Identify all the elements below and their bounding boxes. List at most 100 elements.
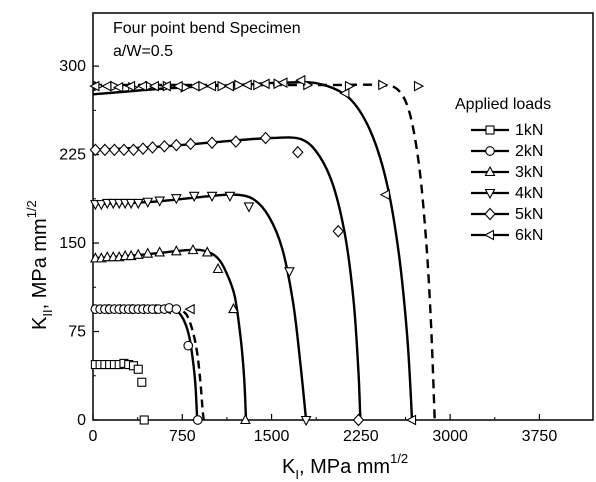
y-tick-label: 75	[68, 324, 86, 341]
annotation-specimen: Four point bend Specimen	[113, 20, 301, 37]
data-point-4kN	[243, 202, 255, 213]
data-point-1kN	[137, 377, 147, 387]
curves	[92, 80, 436, 421]
y-axis-main: K	[29, 316, 51, 330]
data-point-1kN	[133, 364, 143, 374]
data-point-1kN	[139, 415, 149, 425]
legend-marker-4kN	[484, 188, 496, 200]
data-point-4kN	[188, 191, 200, 203]
data-point-triangle-right	[217, 80, 228, 92]
legend-marker-6kN	[483, 229, 495, 241]
axis-ticks: 0 750 1500 2250 3000 3750 0 75 150 225 300	[59, 58, 557, 445]
legend-title: Applied loads	[455, 96, 551, 113]
data-point-4kN	[154, 196, 166, 207]
data-point-4kN	[170, 194, 182, 205]
data-point-triangle-right	[234, 79, 245, 91]
data-point-3kN	[170, 245, 182, 256]
data-point-3kN	[132, 248, 144, 259]
data-point-6kN	[205, 80, 217, 92]
data-point-4kN	[206, 191, 218, 203]
data-point-2kN	[171, 304, 182, 314]
x-axis-sup: 1/2	[390, 451, 408, 466]
data-point-6kN	[223, 80, 234, 92]
data-point-triangle-right	[253, 79, 264, 91]
data-point-6kN	[136, 80, 148, 92]
data-point-3kN	[212, 262, 224, 274]
data-point-triangle-right	[303, 79, 314, 91]
legend-label-1kN: 1kN	[515, 122, 543, 139]
fit-curve-5kN	[92, 136, 362, 421]
data-point-6kN	[89, 80, 100, 92]
data-point-5kN	[137, 142, 149, 155]
data-point-4kN	[95, 200, 107, 211]
data-point-5kN	[170, 138, 183, 152]
legend-marker-5kN	[484, 207, 496, 221]
data-point-3kN	[201, 246, 213, 257]
dashed-curve-6kN	[93, 83, 436, 421]
data-point-5kN	[146, 141, 159, 154]
data-point-3kN	[228, 302, 239, 314]
y-tick-label: 300	[59, 58, 86, 75]
data-point-4kN	[132, 198, 144, 210]
legend-label-5kN: 5kN	[515, 206, 543, 223]
data-point-5kN	[118, 143, 130, 157]
y-axis-title: KII, MPa mm1/2	[24, 200, 55, 330]
y-tick-label: 225	[59, 147, 86, 164]
data-point-triangle-right	[378, 79, 389, 91]
data-point-2kN	[183, 340, 194, 351]
data-point-5kN	[352, 413, 365, 427]
legend: Applied loads 1kN 2kN 3kN 4kN 5kN 6kN	[455, 96, 551, 244]
x-axis-title: KI, MPa mm1/2	[282, 451, 408, 482]
fit-curve-3kN	[92, 248, 248, 421]
data-point-2kN	[192, 415, 203, 425]
data-point-6kN	[148, 80, 159, 92]
fit-curve-4kN	[92, 193, 308, 421]
legend-label-3kN: 3kN	[515, 164, 543, 181]
data-point-4kN	[142, 197, 154, 208]
data-point-6kN	[405, 414, 417, 426]
y-tick-label: 150	[59, 235, 86, 252]
data-point-5kN	[184, 137, 197, 151]
data-point-5kN	[158, 139, 171, 153]
plot-frame	[92, 12, 594, 421]
y-axis-rest: , MPa mm	[29, 218, 51, 309]
data-point-5kN	[108, 143, 121, 157]
x-axis-rest: , MPa mm	[299, 456, 390, 478]
legend-marker-1kN	[485, 125, 495, 135]
data-point-6kN	[295, 74, 306, 86]
data-point-5kN	[89, 143, 102, 157]
data-point-5kN	[206, 136, 218, 150]
data-point-3kN	[239, 413, 251, 425]
data-point-4kN	[224, 191, 236, 203]
data-point-3kN	[187, 243, 199, 255]
legend-label-2kN: 2kN	[515, 143, 543, 160]
legend-marker-3kN	[484, 165, 496, 177]
x-tick-label: 3750	[522, 428, 558, 445]
data-point-6kN	[113, 81, 124, 93]
data-point-6kN	[259, 78, 270, 90]
data-point-6kN	[160, 80, 171, 92]
data-point-5kN	[230, 135, 242, 148]
data-point-6kN	[379, 189, 390, 201]
data-point-4kN	[125, 198, 137, 210]
data-point-6kN	[241, 79, 252, 91]
y-tick-label: 0	[77, 412, 86, 429]
data-point-triangle-left	[184, 303, 195, 315]
data-point-6kN	[189, 80, 200, 92]
data-point-6kN	[172, 80, 183, 92]
y-axis-sub: II	[40, 309, 55, 316]
data-point-6kN	[101, 80, 112, 92]
x-tick-label: 1500	[254, 428, 290, 445]
data-point-6kN	[124, 80, 136, 92]
data-point-5kN	[332, 224, 344, 238]
data-point-triangle-right	[413, 80, 425, 92]
x-axis-main: K	[282, 456, 296, 478]
x-axis-sub: I	[295, 467, 299, 482]
data-point-4kN	[300, 415, 312, 427]
x-tick-label: 2250	[343, 428, 379, 445]
legend-label-4kN: 4kN	[515, 185, 543, 202]
legend-label-6kN: 6kN	[515, 227, 543, 244]
data-point-triangle-right	[344, 80, 356, 92]
data-point-4kN	[284, 267, 295, 278]
